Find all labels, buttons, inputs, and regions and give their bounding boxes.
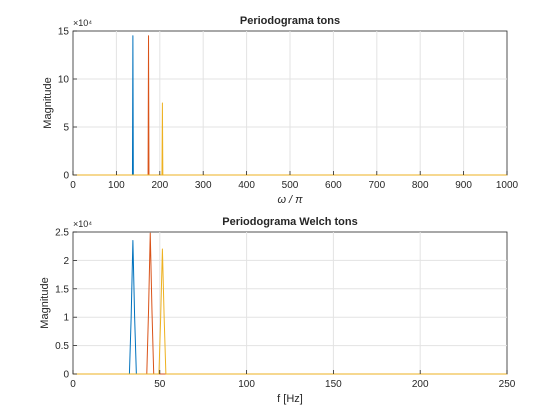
series-line-3 <box>73 248 507 375</box>
y-tick-label: 0 <box>63 370 69 381</box>
y-tick-label: 1.5 <box>55 284 69 295</box>
x-tick-label: 200 <box>151 180 168 191</box>
y-axis-label: Magnitude <box>39 277 51 328</box>
y-tick-label: 2 <box>63 256 69 267</box>
x-tick-label: 100 <box>238 379 255 390</box>
x-tick-label: 1000 <box>496 180 519 191</box>
welch-periodogram-axes: 0 50 100 150 200 250 0 0.5 1 1.5 2 2.5 Periodograma… <box>39 216 516 405</box>
y-axis-label: Magnitude <box>42 77 54 128</box>
x-tick-label: 250 <box>499 379 516 390</box>
tick-labels: 0 50 100 150 200 250 0 0.5 1 1.5 2 2.5 <box>55 228 516 391</box>
x-tick-label: 150 <box>325 379 342 390</box>
x-tick-label: 0 <box>70 379 76 390</box>
series-line-3 <box>73 102 507 176</box>
x-axis-label: f [Hz] <box>277 393 303 405</box>
x-tick-label: 600 <box>325 180 342 191</box>
x-tick-label: 400 <box>238 180 255 191</box>
grid <box>73 31 507 175</box>
x-tick-label: 300 <box>195 180 212 191</box>
y-tick-label: 1 <box>63 313 69 324</box>
series-lines <box>73 232 507 375</box>
grid <box>73 232 507 374</box>
tick-labels: 0 100 200 300 400 500 600 700 800 900 1000 0 5 10 15 <box>58 27 519 192</box>
y-tick-label: 5 <box>63 123 69 134</box>
x-tick-label: 800 <box>412 180 429 191</box>
x-tick-label: 50 <box>154 379 166 390</box>
x-tick-label: 200 <box>412 379 429 390</box>
chart-title: Periodograma tons <box>240 15 340 27</box>
plot-area <box>72 231 508 375</box>
x-axis-label: ω / π <box>277 194 303 206</box>
y-tick-label: 2.5 <box>55 228 69 239</box>
y-tick-label: 10 <box>58 75 70 86</box>
x-tick-label: 0 <box>70 180 76 191</box>
periodogram-axes: 0 100 200 300 400 500 600 700 800 900 1000 0 5 10 15 P… <box>42 15 519 206</box>
x-tick-label: 500 <box>282 180 299 191</box>
y-exponent-label: ×10⁴ <box>73 219 92 229</box>
chart-title: Periodograma Welch tons <box>222 216 358 228</box>
y-tick-label: 0 <box>63 171 69 182</box>
x-tick-label: 700 <box>368 180 385 191</box>
y-tick-label: 15 <box>58 27 70 38</box>
x-tick-label: 100 <box>108 180 125 191</box>
y-tick-label: 0.5 <box>55 341 69 352</box>
x-tick-label: 900 <box>455 180 472 191</box>
y-exponent-label: ×10⁴ <box>73 18 92 28</box>
series-lines <box>73 35 507 176</box>
